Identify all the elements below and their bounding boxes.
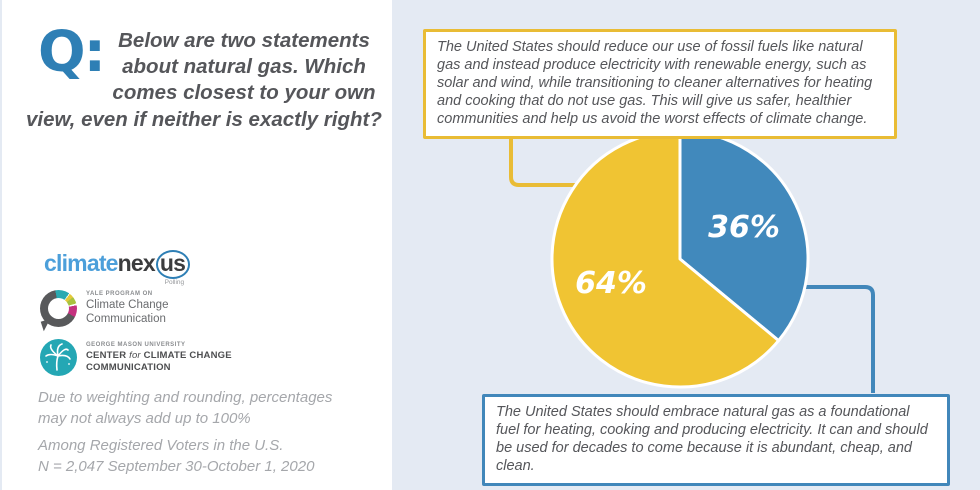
statement-box-renewables: The United States should reduce our use … xyxy=(423,29,897,139)
yale-name-line-2: Communication xyxy=(86,312,166,325)
gmu-eyebrow: GEORGE MASON UNIVERSITY xyxy=(86,341,186,348)
question-line-3: comes closest to your own xyxy=(112,81,376,104)
climatenexus-logo-climate: climate xyxy=(44,250,118,276)
footnote-weighting-2: may not always add up to 100% xyxy=(38,409,251,427)
gmu-name-line-2: COMMUNICATION xyxy=(86,361,171,373)
yale-logo: YALE PROGRAM ON Climate Change Communica… xyxy=(40,290,168,327)
question-mark-icon: Q: xyxy=(38,20,106,85)
climatenexus-ellipse-icon: us xyxy=(155,250,191,279)
connector-blue xyxy=(804,285,875,393)
question-line-2: about natural gas. Which xyxy=(122,55,366,78)
gmu-name-line-1: CENTER for CLIMATE CHANGE xyxy=(86,349,232,361)
footnote-dates: N = 2,047 September 30-October 1, 2020 xyxy=(38,457,315,475)
left-panel xyxy=(2,0,392,490)
statement-box-natural-gas: The United States should embrace natural… xyxy=(482,394,950,486)
footnotes: Due to weighting and rounding, percentag… xyxy=(38,388,332,477)
pie-label-36: 36% xyxy=(708,210,780,245)
footnote-weighting-1: Due to weighting and rounding, percentag… xyxy=(38,389,333,406)
footnote-sample: Among Registered Voters in the U.S. xyxy=(38,437,284,454)
climatenexus-polling-label: Polling xyxy=(164,279,185,286)
climatenexus-logo-nex: nex xyxy=(117,250,156,276)
question-line-4: view, even if neither is exactly right? xyxy=(26,108,382,131)
question-block: Q: Below are two statements about natura… xyxy=(26,20,382,133)
yale-speech-bubble-icon xyxy=(40,290,77,327)
pie-label-64: 64% xyxy=(575,266,647,301)
climatenexus-logo: climatenex us Polling xyxy=(44,250,191,287)
connector-yellow xyxy=(509,128,576,187)
gmu-palm-icon xyxy=(40,339,77,376)
gmu-logo: GEORGE MASON UNIVERSITY CENTER for CLIMA… xyxy=(40,339,232,376)
yale-eyebrow: YALE PROGRAM ON xyxy=(86,291,153,298)
question-line-1: Below are two statements xyxy=(118,29,370,52)
yale-name-line-1: Climate Change xyxy=(86,299,169,312)
pie-slice-yellow-64 xyxy=(550,129,781,389)
